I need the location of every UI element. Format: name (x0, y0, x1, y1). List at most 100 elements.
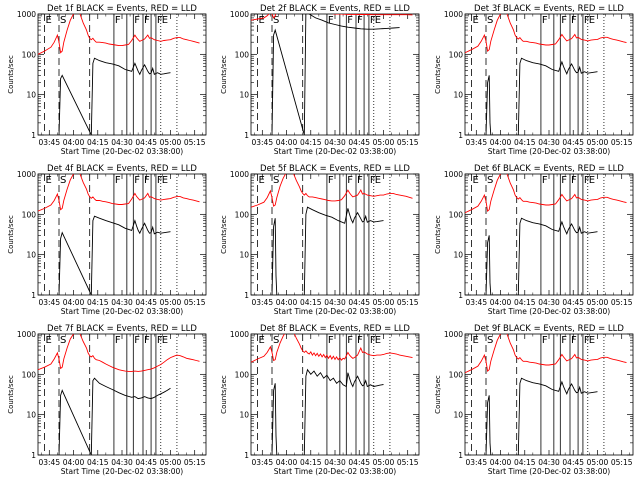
marker-label: E (589, 335, 595, 346)
x-tick-label: 05:00 (160, 458, 182, 467)
marker-label: F (584, 15, 590, 26)
marker-label: E (162, 335, 168, 346)
x-tick-label: 04:30 (111, 138, 133, 147)
x-tick-label: 04:00 (63, 458, 85, 467)
marker-label: F (144, 335, 150, 346)
chart-panel-8: Det 8f BLACK = Events, RED = LLD 1 10 100 10… (220, 324, 420, 476)
y-tick-label: 1000 (17, 330, 36, 339)
y-tick-label: 1000 (444, 330, 463, 339)
marker-label: F (134, 15, 140, 26)
x-tick-label: 04:30 (538, 138, 560, 147)
y-tick-label: 100 (235, 210, 250, 219)
series-line-lld (465, 14, 627, 54)
y-axis-label: Counts/sec (220, 215, 228, 254)
panel-title: Det 1f BLACK = Events, RED = LLD (47, 4, 197, 14)
marker-label: F (542, 335, 548, 346)
marker-label: S (60, 175, 66, 186)
marker-label: F (357, 175, 363, 186)
x-tick-label: 04:15 (514, 138, 536, 147)
x-tick-label: 03:45 (38, 458, 60, 467)
marker-label: F (370, 15, 376, 26)
y-tick-label: 1 (31, 291, 36, 300)
marker-label: F (347, 335, 353, 346)
y-tick-label: 100 (449, 370, 464, 379)
x-tick-label: 03:45 (38, 138, 60, 147)
series-line-events (58, 377, 171, 455)
series-line-lld (251, 14, 413, 21)
x-axis-label: Start Time (20-Dec-02 03:38:00) (274, 147, 396, 156)
x-tick-label: 04:15 (300, 458, 322, 467)
series-line-events (271, 206, 384, 295)
marker-label: F (115, 335, 121, 346)
x-tick-label: 04:30 (324, 298, 346, 307)
marker-label: F (328, 15, 334, 26)
x-tick-label: 04:30 (324, 458, 346, 467)
y-tick-label: 1000 (230, 330, 249, 339)
marker-label: F (357, 335, 363, 346)
x-tick-label: 04:45 (348, 138, 370, 147)
x-tick-label: 04:45 (562, 458, 584, 467)
marker-label: F (542, 15, 548, 26)
marker-label: E (258, 15, 264, 26)
panel-title: Det 6f BLACK = Events, RED = LLD (474, 164, 624, 174)
x-tick-label: 03:45 (465, 298, 487, 307)
series-line-lld (251, 334, 413, 363)
marker-label: F (571, 335, 577, 346)
series-line-lld (465, 334, 627, 374)
series-line-lld (38, 334, 200, 372)
plot-frame (37, 13, 207, 136)
series-line-events (485, 57, 598, 135)
y-tick-label: 100 (449, 210, 464, 219)
y-tick-label: 1 (244, 451, 249, 460)
y-tick-label: 100 (449, 50, 464, 59)
y-axis-label: Counts/sec (7, 215, 15, 254)
series-line-lld (38, 14, 200, 55)
series-group (38, 174, 200, 295)
y-tick-label: 10 (26, 91, 36, 100)
series-line-events (485, 217, 598, 295)
x-tick-label: 04:45 (348, 298, 370, 307)
chart-panel-3: Det 3f BLACK = Events, RED = LLD 1 10 100 10… (434, 4, 634, 156)
marker-label: F (144, 15, 150, 26)
chart-panel-6: Det 6f BLACK = Events, RED = LLD 1 10 100 10… (434, 164, 634, 316)
panel-title: Det 5f BLACK = Events, RED = LLD (260, 164, 410, 174)
marker-label: S (60, 335, 66, 346)
marker-label: S (60, 15, 66, 26)
panel-title: Det 8f BLACK = Events, RED = LLD (260, 324, 410, 334)
y-tick-label: 1 (244, 291, 249, 300)
series-line-lld (251, 174, 413, 208)
marker-label: F (370, 335, 376, 346)
x-tick-label: 05:15 (611, 298, 633, 307)
marker-label: F (134, 335, 140, 346)
y-axis-label: Counts/sec (434, 55, 442, 94)
x-axis-label: Start Time (20-Dec-02 03:38:00) (274, 467, 396, 476)
series-line-events (58, 215, 171, 295)
series-line-lld (465, 174, 627, 214)
y-tick-label: 1 (458, 451, 463, 460)
y-tick-label: 10 (26, 251, 36, 260)
x-tick-label: 04:15 (300, 138, 322, 147)
y-tick-label: 1 (31, 451, 36, 460)
marker-label: E (258, 335, 264, 346)
x-tick-label: 03:45 (251, 458, 273, 467)
marker-label: E (45, 335, 51, 346)
marker-label: F (157, 335, 163, 346)
series-line-events (271, 368, 384, 455)
x-tick-label: 05:00 (160, 138, 182, 147)
x-tick-label: 03:45 (465, 138, 487, 147)
series-group (251, 334, 413, 455)
x-tick-label: 04:15 (514, 298, 536, 307)
x-tick-label: 04:00 (276, 138, 298, 147)
x-axis-label: Start Time (20-Dec-02 03:38:00) (61, 147, 183, 156)
x-tick-label: 05:15 (184, 458, 206, 467)
marker-label: F (157, 15, 163, 26)
chart-panel-9: Det 9f BLACK = Events, RED = LLD 1 10 100 10… (434, 324, 634, 476)
marker-label: E (375, 15, 381, 26)
series-line-events (485, 377, 598, 455)
y-tick-label: 10 (239, 411, 249, 420)
x-tick-label: 05:15 (397, 138, 419, 147)
chart-panel-4: Det 4f BLACK = Events, RED = LLD 1 10 100 10… (7, 164, 207, 316)
series-line-events (58, 57, 171, 135)
marker-label: E (375, 175, 381, 186)
